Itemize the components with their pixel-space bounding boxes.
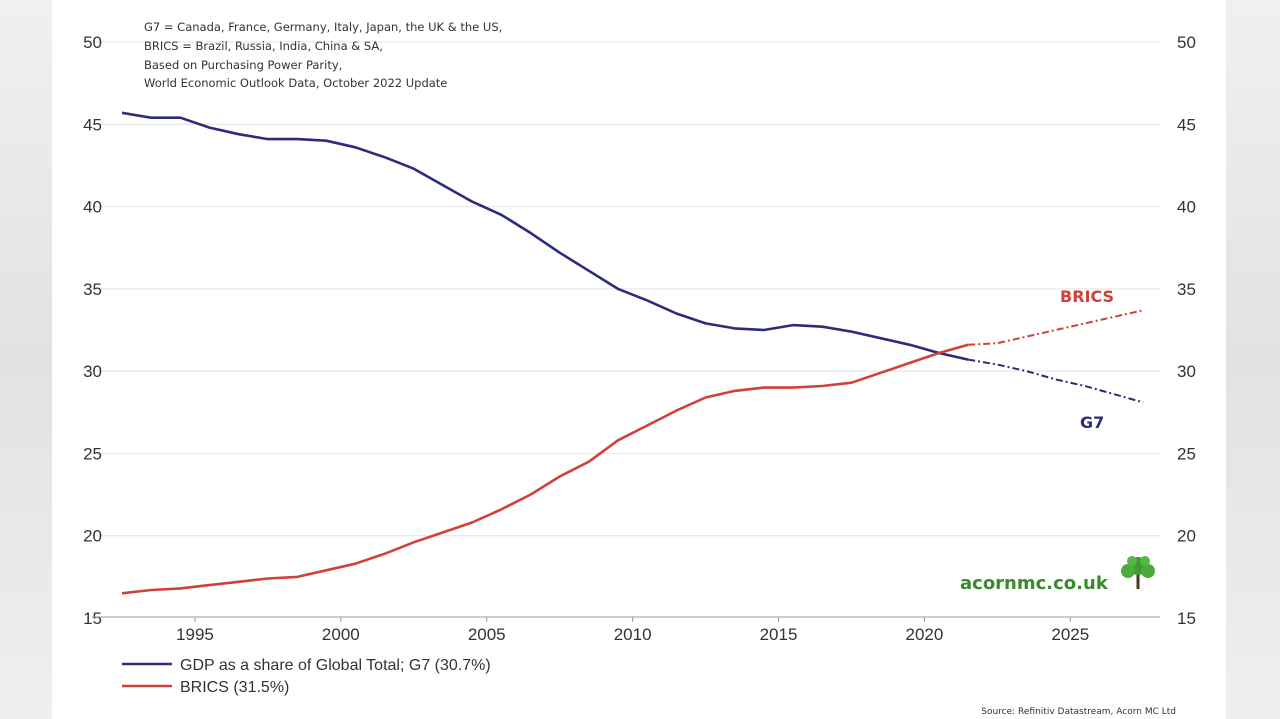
note-line-3: Based on Purchasing Power Parity,: [144, 58, 342, 72]
y-tick-left: 40: [83, 198, 102, 217]
y-tick-left: 20: [83, 527, 102, 546]
brics-series-label: BRICS: [1060, 287, 1114, 306]
y-tick-right: 25: [1177, 444, 1196, 463]
y-tick-left: 35: [83, 280, 102, 299]
series-line-g7: [121, 111, 969, 361]
y-axis-left: 15 20 25 30 35 40 45 50: [83, 33, 102, 628]
gridlines: [92, 41, 1160, 537]
x-tick-label: 2010: [614, 625, 652, 644]
x-tick-label: 1995: [176, 625, 214, 644]
y-tick-left: 30: [83, 362, 102, 381]
brand-text: acornmc.co.uk: [960, 573, 1109, 594]
source-note: Source: Refinitiv Datastream, Acorn MC L…: [981, 707, 1176, 717]
brand-logo: acornmc.co.uk: [960, 556, 1155, 594]
y-tick-right: 50: [1177, 33, 1196, 52]
note-line-4: World Economic Outlook Data, October 202…: [144, 76, 447, 90]
legend: GDP as a share of Global Total; G7 (30.7…: [122, 657, 491, 696]
y-tick-right: 20: [1177, 527, 1196, 546]
x-tick-label: 2025: [1051, 625, 1089, 644]
right-margin: [1226, 0, 1280, 719]
series-line-brics: [121, 343, 969, 595]
projection-line-g7: [968, 358, 1144, 404]
y-tick-right: 40: [1177, 198, 1196, 217]
y-tick-right: 35: [1177, 280, 1196, 299]
x-tick-label: 2000: [322, 625, 360, 644]
y-tick-right: 15: [1177, 609, 1196, 628]
legend-brics-label: BRICS (31.5%): [180, 679, 289, 696]
note-line-2: BRICS = Brazil, Russia, India, China & S…: [144, 39, 383, 53]
left-margin: [0, 0, 52, 719]
g7-series-label: G7: [1080, 413, 1104, 432]
y-tick-left: 15: [83, 609, 102, 628]
y-tick-left: 25: [83, 444, 102, 463]
x-tick-label: 2005: [468, 625, 506, 644]
y-axis-right: 15 20 25 30 35 40 45 50: [1177, 33, 1196, 628]
x-tick-label: 2015: [760, 625, 798, 644]
y-tick-right: 30: [1177, 362, 1196, 381]
y-tick-left: 50: [83, 33, 102, 52]
legend-g7-label: GDP as a share of Global Total; G7 (30.7…: [180, 657, 491, 674]
x-axis: 1995 2000 2005 2010 2015 2020 2025: [176, 617, 1089, 644]
series-lines: [121, 111, 1144, 595]
projection-line-brics: [968, 309, 1144, 346]
note-line-1: G7 = Canada, France, Germany, Italy, Jap…: [144, 20, 502, 34]
y-tick-right: 45: [1177, 115, 1196, 134]
x-tick-label: 2020: [905, 625, 943, 644]
tree-icon: [1121, 556, 1155, 589]
chart-panel: 15 20 25 30 35 40 45 50 15 20 25 30 35 40 45 50 1995 20…: [52, 0, 1226, 719]
y-tick-left: 45: [83, 115, 102, 134]
notes-block: G7 = Canada, France, Germany, Italy, Jap…: [144, 20, 502, 90]
